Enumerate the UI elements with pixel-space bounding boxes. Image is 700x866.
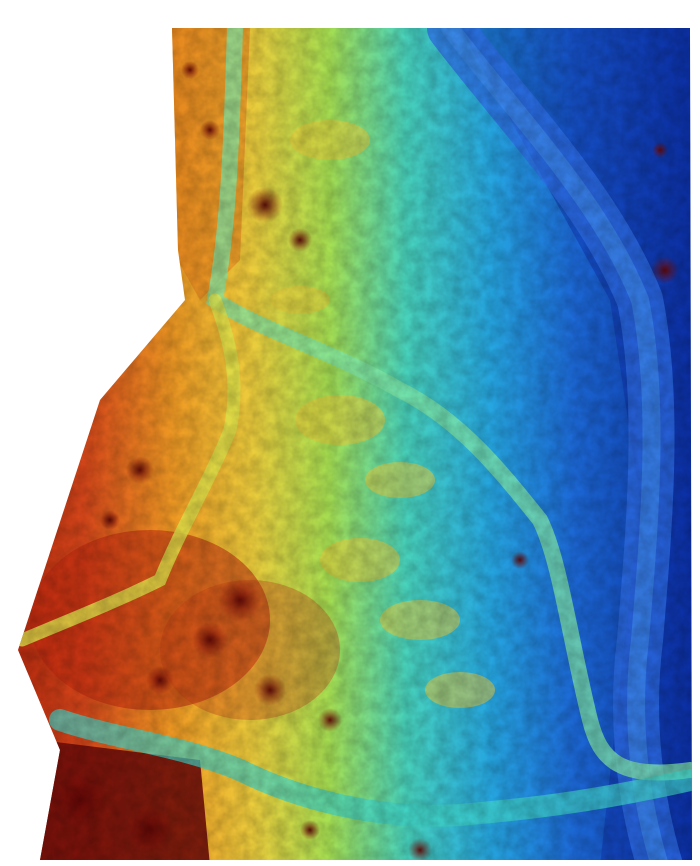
elevation-map	[18, 28, 692, 860]
